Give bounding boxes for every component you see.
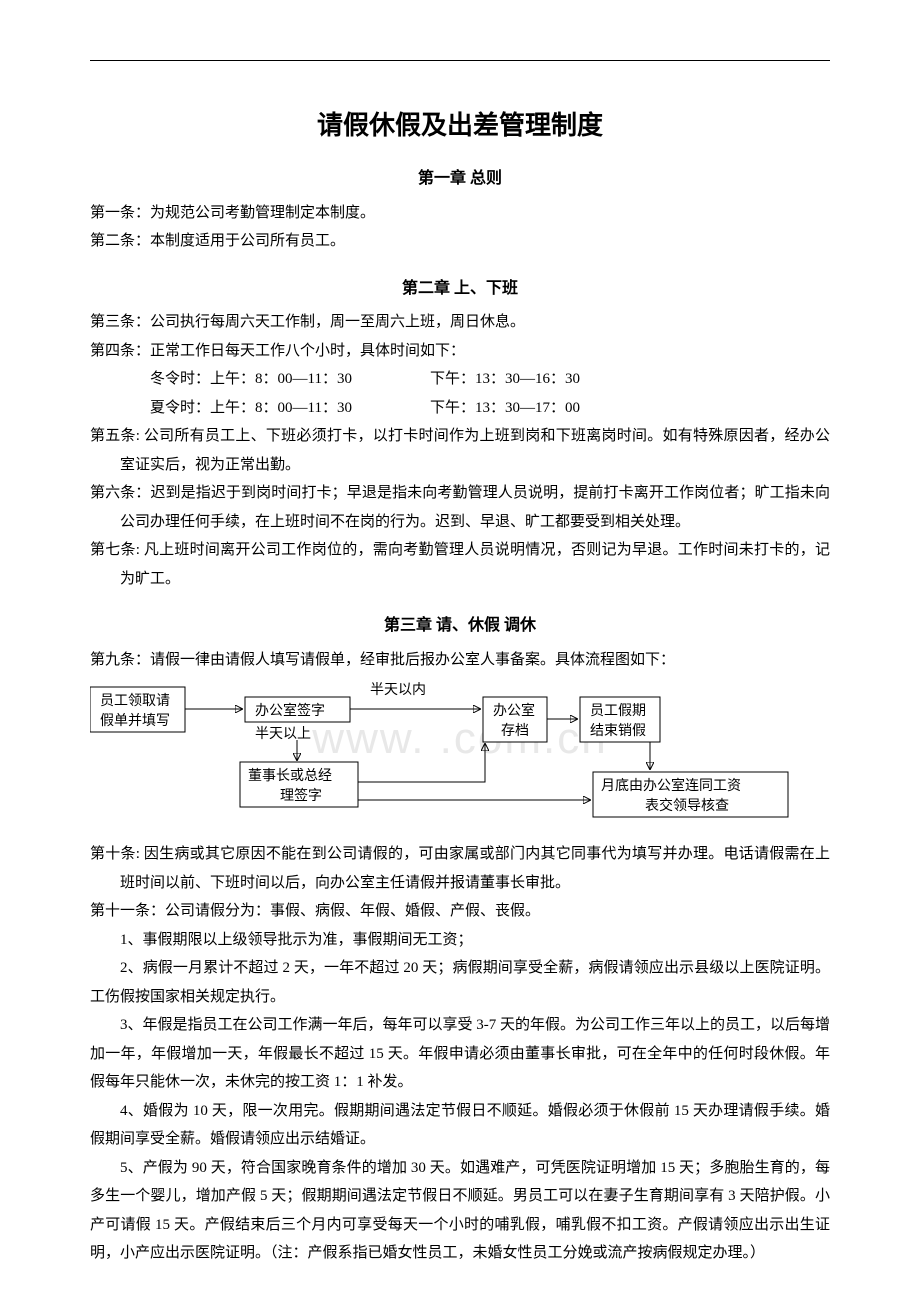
summer-am: 夏令时：上午：8：00—11：30 <box>150 394 430 423</box>
item-1: 1、事假期限以上级领导批示为准，事假期间无工资； <box>90 926 830 955</box>
svg-text:表交领导核查: 表交领导核查 <box>645 797 729 814</box>
schedule-winter: 冬令时：上午：8：00—11：30 下午：13：30—16：30 <box>90 365 830 394</box>
leave-process-flowchart: 员工领取请 假单并填写 办公室签字 半天以内 半天以上 董事长或总经 理签字 <box>90 682 830 832</box>
article-6: 第六条：迟到是指迟于到岗时间打卡；早退是指未向考勤管理人员说明，提前打卡离开工作… <box>90 479 830 536</box>
chapter1-heading: 第一章 总则 <box>90 164 830 194</box>
article-1: 第一条：为规范公司考勤管理制定本制度。 <box>90 199 830 228</box>
svg-text:结束销假: 结束销假 <box>590 723 646 739</box>
item-3: 3、年假是指员工在公司工作满一年后，每年可以享受 3-7 天的年假。为公司工作三… <box>90 1011 830 1097</box>
winter-am: 冬令时：上午：8：00—11：30 <box>150 365 430 394</box>
item-5: 5、产假为 90 天，符合国家晚育条件的增加 30 天。如遇难产，可凭医院证明增… <box>90 1154 830 1268</box>
top-rule <box>90 60 830 61</box>
article-11: 第十一条：公司请假分为：事假、病假、年假、婚假、产假、丧假。 <box>90 897 830 926</box>
item-2: 2、病假一月累计不超过 2 天，一年不超过 20 天；病假期间享受全薪，病假请领… <box>90 954 830 1011</box>
doc-title: 请假休假及出差管理制度 <box>90 101 830 150</box>
article-9: 第九条：请假一律由请假人填写请假单，经审批后报办公室人事备案。具体流程图如下： <box>90 646 830 675</box>
svg-text:理签字: 理签字 <box>280 787 322 804</box>
article-2: 第二条：本制度适用于公司所有员工。 <box>90 227 830 256</box>
article-4: 第四条：正常工作日每天工作八个小时，具体时间如下： <box>90 337 830 366</box>
item-4: 4、婚假为 10 天，限一次用完。假期期间遇法定节假日不顺延。婚假必须于休假前 … <box>90 1097 830 1154</box>
chapter2-heading: 第二章 上、下班 <box>90 274 830 304</box>
article-7: 第七条: 凡上班时间离开公司工作岗位的，需向考勤管理人员说明情况，否则记为早退。… <box>90 536 830 593</box>
svg-text:半天以上: 半天以上 <box>255 726 311 742</box>
summer-pm: 下午：13：30—17：00 <box>430 394 580 423</box>
article-10: 第十条: 因生病或其它原因不能在到公司请假的，可由家属或部门内其它同事代为填写并… <box>90 840 830 897</box>
chapter3-heading: 第三章 请、休假 调休 <box>90 611 830 641</box>
svg-text:月底由办公室连同工资: 月底由办公室连同工资 <box>601 777 741 794</box>
svg-text:董事长或总经: 董事长或总经 <box>248 768 332 784</box>
svg-text:员工假期: 员工假期 <box>590 703 646 719</box>
winter-pm: 下午：13：30—16：30 <box>430 365 580 394</box>
svg-text:半天以内: 半天以内 <box>370 682 426 698</box>
schedule-summer: 夏令时：上午：8：00—11：30 下午：13：30—17：00 <box>90 394 830 423</box>
svg-text:存档: 存档 <box>501 723 529 739</box>
article-3: 第三条：公司执行每周六天工作制，周一至周六上班，周日休息。 <box>90 308 830 337</box>
svg-text:办公室: 办公室 <box>493 702 535 719</box>
svg-text:假单并填写: 假单并填写 <box>100 713 170 729</box>
svg-text:员工领取请: 员工领取请 <box>100 693 170 709</box>
svg-text:办公室签字: 办公室签字 <box>255 702 325 719</box>
article-5: 第五条: 公司所有员工上、下班必须打卡，以打卡时间作为上班到岗和下班离岗时间。如… <box>90 422 830 479</box>
